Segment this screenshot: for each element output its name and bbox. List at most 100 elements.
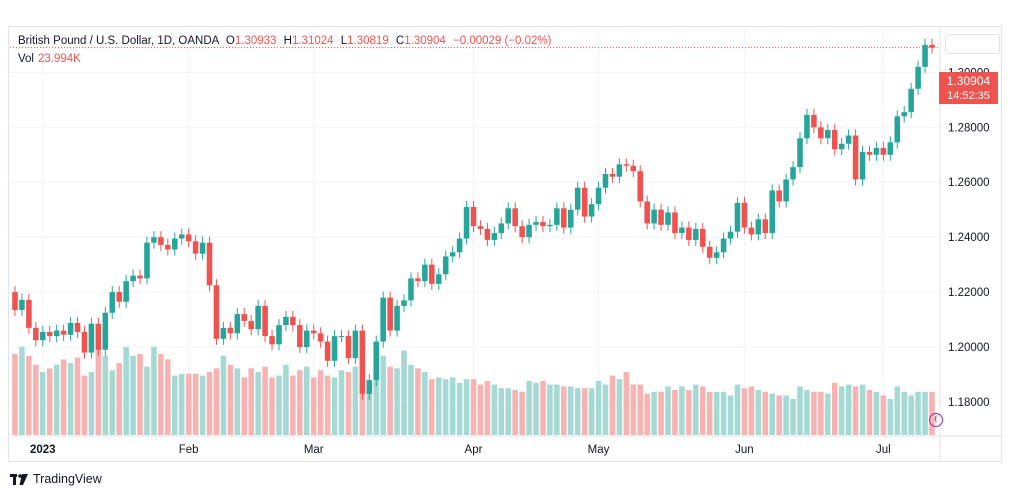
candle-body [783,179,789,202]
high-label: H [283,35,292,47]
volume-bar [838,386,845,435]
candle-body [498,223,505,234]
volume-bar [533,382,539,435]
candle-body [512,208,518,227]
candle-body [838,143,845,150]
candle-body [790,167,796,180]
volume-bar [366,386,373,435]
volume-bar [901,391,907,435]
candle-body [908,88,914,113]
candle-body [95,323,102,350]
volume-bar [429,379,435,435]
volume-bar [185,373,192,435]
candle-body [373,341,380,381]
volume-bar [297,370,303,435]
candle-body [463,206,470,239]
volume-bar [880,395,887,435]
volume-bar [88,372,95,435]
x-tick-label: Jun [735,444,754,456]
volume-bar [192,373,199,435]
candle-body [859,152,866,180]
volume-bar [178,373,185,435]
volume-bar [290,375,296,435]
open-label: O [225,35,235,47]
scale-mode-icon[interactable]: ℓ [929,413,943,427]
low-value: 1.30819 [347,35,389,47]
volume-bar [172,375,178,435]
candle-body [797,138,803,168]
candle-body [352,330,359,359]
candle-body [422,264,428,282]
volume-legend: Vol 23.994K [18,53,81,65]
volume-bar [359,381,366,435]
x-tick-label: May [588,444,610,456]
volume-bar [102,355,109,435]
volume-bar [734,384,741,435]
volume-bar [588,388,595,435]
x-tick-label: Mar [304,444,324,456]
candle-body [776,190,782,202]
volume-bar [630,384,637,435]
y-tick-label: 1.26000 [948,177,990,189]
volume-bar [845,384,852,435]
symbol-title[interactable]: British Pound / U.S. Dollar, 1D, OANDA [18,35,219,47]
volume-bar [60,359,67,435]
volume-label[interactable]: Vol [18,53,34,65]
volume-bar [693,384,699,435]
candle-body [526,224,532,238]
candle-body [894,116,901,143]
price-axis[interactable]: 1.18000 1.20000 1.22000 1.24000 1.26000 1.280… [948,67,990,409]
volume-bar [449,377,456,435]
x-tick-label: Apr [465,444,483,456]
candle-body [109,292,116,313]
candle-body [151,237,157,243]
volume-bar [227,364,234,435]
volume-bar [873,391,880,435]
volume-bar [776,395,782,435]
volume-bar [130,355,136,435]
candle-body [616,164,623,177]
volume-bar [908,395,914,435]
candle-body [262,305,268,337]
volume-bar [310,377,317,435]
volume-bar [109,370,116,435]
candle-body [338,336,345,338]
volume-bar [74,357,81,435]
volume-bar [213,368,220,435]
volume-bar [526,381,532,435]
volume-bar [484,381,491,435]
volume-bar [199,375,206,435]
x-tick-label: 2023 [30,444,56,456]
volume-bar [574,388,581,435]
candle-body [818,127,824,139]
volume-bar [644,393,650,435]
volume-bar [477,384,484,435]
candle-body [248,320,254,330]
volume-bar [512,390,518,435]
volume-bar [561,386,567,435]
volume-bar [248,368,254,435]
volume-bar [797,386,803,435]
candle-body [401,300,407,306]
candle-body [804,114,810,139]
candle-body [727,231,734,239]
candle-body [317,333,324,342]
volume-bar [755,390,762,435]
volume-bar [283,364,289,435]
volume-bar [206,372,213,435]
tradingview-logo[interactable]: TradingView [10,472,102,486]
time-axis[interactable]: 2023 Feb Mar Apr May Jun Jul [30,444,891,456]
candle-body [130,275,136,282]
volume-bar [352,366,359,435]
volume-bar [408,364,414,435]
candle-body [67,322,74,335]
volume-bar [505,388,512,435]
candle-body [602,173,609,188]
candle-body [588,204,595,217]
candle-body [387,297,393,331]
candle-body [922,44,928,67]
volume-bar [595,381,602,435]
volume-bar [519,391,525,435]
candle-body [192,241,199,254]
